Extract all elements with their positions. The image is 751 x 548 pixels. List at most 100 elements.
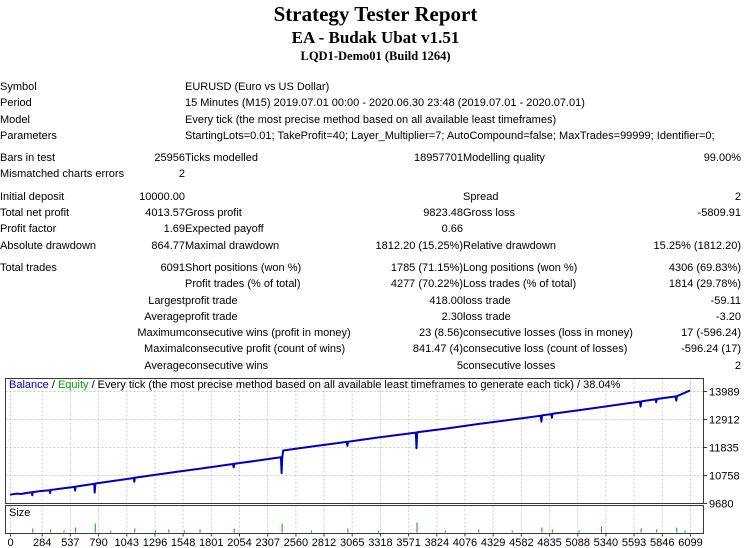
report-cell: Loss trades (% of total) — [463, 278, 577, 291]
report-cell: profit trade — [185, 310, 238, 323]
report-cell — [0, 358, 130, 374]
table-row: Initial deposit 10000.00 Spread 2 — [0, 189, 741, 205]
y-axis-label: 11835 — [709, 442, 739, 454]
report-cell — [463, 221, 648, 237]
report-cell: 864.77 — [151, 239, 185, 252]
report-header: Strategy Tester Report EA - Budak Ubat v… — [0, 2, 751, 64]
report-cell: Initial deposit — [0, 190, 65, 203]
report-cell: Long positions (won %) — [463, 261, 578, 274]
report-cell: Gross profit — [185, 207, 242, 220]
report-cell: 17 (-596.24) — [681, 327, 741, 340]
report-cell: StartingLots=0.01; TakeProfit=40; Layer_… — [185, 129, 715, 142]
x-axis-label: 4835 — [537, 537, 561, 548]
report-cell: Total trades — [0, 261, 57, 274]
x-axis-label: 3318 — [368, 537, 392, 548]
x-axis-label: 537 — [61, 537, 79, 548]
report-cell: Profit trades (% of total) — [185, 278, 301, 291]
report-cell — [648, 166, 741, 182]
report-cell: -59.11 — [710, 294, 741, 307]
table-row: Total net profit 4013.57 Gross profit 9823.… — [0, 205, 741, 221]
report-cell: Gross loss — [463, 207, 515, 220]
report-cell — [130, 276, 185, 292]
report-cell: loss trade — [463, 294, 511, 307]
report-cell: 10000.00 — [139, 190, 185, 203]
report-cell — [0, 293, 130, 309]
report-cell: Modelling quality — [463, 152, 545, 165]
x-axis-label: 4329 — [481, 537, 505, 548]
table-row: Profit trades (% of total) 4277 (70.22%) L… — [0, 276, 741, 292]
table-row: Average consecutive wins 5 consecutive loss… — [0, 358, 741, 374]
report-cell: 1.69 — [163, 223, 185, 236]
report-cell: 25956 — [154, 152, 185, 165]
report-cell — [463, 166, 648, 182]
report-cell — [130, 95, 185, 111]
report-cell — [130, 79, 185, 95]
report-cell: 1814 (29.78%) — [668, 278, 741, 291]
report-cell: 2 — [734, 190, 741, 203]
report-cell: Largest — [148, 294, 185, 307]
table-row: Mismatched charts errors 2 — [0, 166, 741, 182]
table-row: Period 15 Minutes (M15) 2019.07.01 00:00 … — [0, 95, 741, 111]
report-cell: Every tick (the most precise method base… — [185, 113, 557, 126]
report-cell: 2 — [734, 359, 741, 372]
x-axis-label: 0 — [7, 537, 13, 548]
x-axis-label: 3065 — [340, 537, 364, 548]
report-cell: Symbol — [0, 81, 37, 93]
balance-line — [9, 389, 691, 497]
y-axis-label: 13989 — [709, 387, 740, 399]
report-cell: 99.00% — [703, 152, 741, 165]
report-cell: Profit factor — [0, 223, 57, 236]
table-row: Average profit trade 2.30 loss trade -3.20 — [0, 309, 741, 325]
table-row: Parameters StartingLots=0.01; TakeProfit=… — [0, 128, 741, 144]
report-cell: 418.00 — [429, 294, 463, 307]
report-cell — [130, 128, 185, 144]
report-cell: Total net profit — [0, 207, 70, 220]
report-cell: 5 — [456, 359, 463, 372]
x-axis-label: 1043 — [115, 537, 139, 548]
report-cell: 18957701 — [414, 152, 463, 165]
report-cell: EURUSD (Euro vs US Dollar) — [185, 81, 330, 93]
x-axis-label: 284 — [33, 537, 51, 548]
report-cell — [365, 166, 463, 182]
report-cell: 9823.48 — [423, 207, 463, 220]
report-cell: Parameters — [0, 129, 57, 142]
report-cell: Short positions (won %) — [185, 261, 302, 274]
x-axis-label: 1548 — [171, 537, 195, 548]
report-cell — [185, 166, 365, 182]
x-axis-label: 4582 — [509, 537, 533, 548]
report-cell: Absolute drawdown — [0, 239, 97, 252]
table-row: Total trades 6091 Short positions (won %) 1… — [0, 260, 741, 276]
size-panel-label: Size — [9, 507, 30, 519]
x-axis-label: 4076 — [453, 537, 477, 548]
chart-legend: Balance / Equity / Every tick (the most … — [9, 379, 621, 391]
report-cell: -3.20 — [715, 310, 741, 323]
x-axis-label: 5340 — [594, 537, 618, 548]
server-build: LQD1-Demo01 (Build 1264) — [300, 49, 451, 63]
chart-canvas: 9680 10758 11835 12912 13989 0 284 537 790 1043 12… — [5, 378, 740, 548]
report-cell: consecutive loss (count of losses) — [463, 343, 628, 356]
report-cell: 4277 (70.22%) — [390, 278, 463, 291]
report-cell: Period — [0, 97, 32, 110]
report-cell: Expected payoff — [185, 223, 264, 236]
report-cell — [0, 276, 130, 292]
report-cell: Maximal drawdown — [185, 239, 280, 252]
table-row: Symbol EURUSD (Euro vs US Dollar) — [0, 79, 741, 95]
x-axis-label: 5593 — [622, 537, 646, 548]
ea-name: EA - Budak Ubat v1.51 — [291, 28, 460, 47]
x-axis-label: 790 — [89, 537, 107, 548]
report-cell: Relative drawdown — [463, 239, 556, 252]
report-cell: 4306 (69.83%) — [668, 261, 741, 274]
report-cell: 841.47 (4) — [412, 343, 463, 356]
report-cell — [365, 189, 463, 205]
x-axis-label: 1296 — [143, 537, 167, 548]
report-cell: 2 — [178, 168, 185, 181]
report-cell — [648, 221, 741, 237]
table-row: Model Every tick (the most precise method… — [0, 112, 741, 128]
y-axis-label: 12912 — [709, 414, 740, 426]
report-cell: Model — [0, 113, 30, 126]
y-axis-label: 9680 — [709, 499, 733, 511]
report-cell — [0, 325, 130, 341]
report-cell: loss trade — [463, 310, 511, 323]
x-axis-label: 5088 — [566, 537, 590, 548]
table-row: Maximum consecutive wins (profit in money… — [0, 325, 741, 341]
